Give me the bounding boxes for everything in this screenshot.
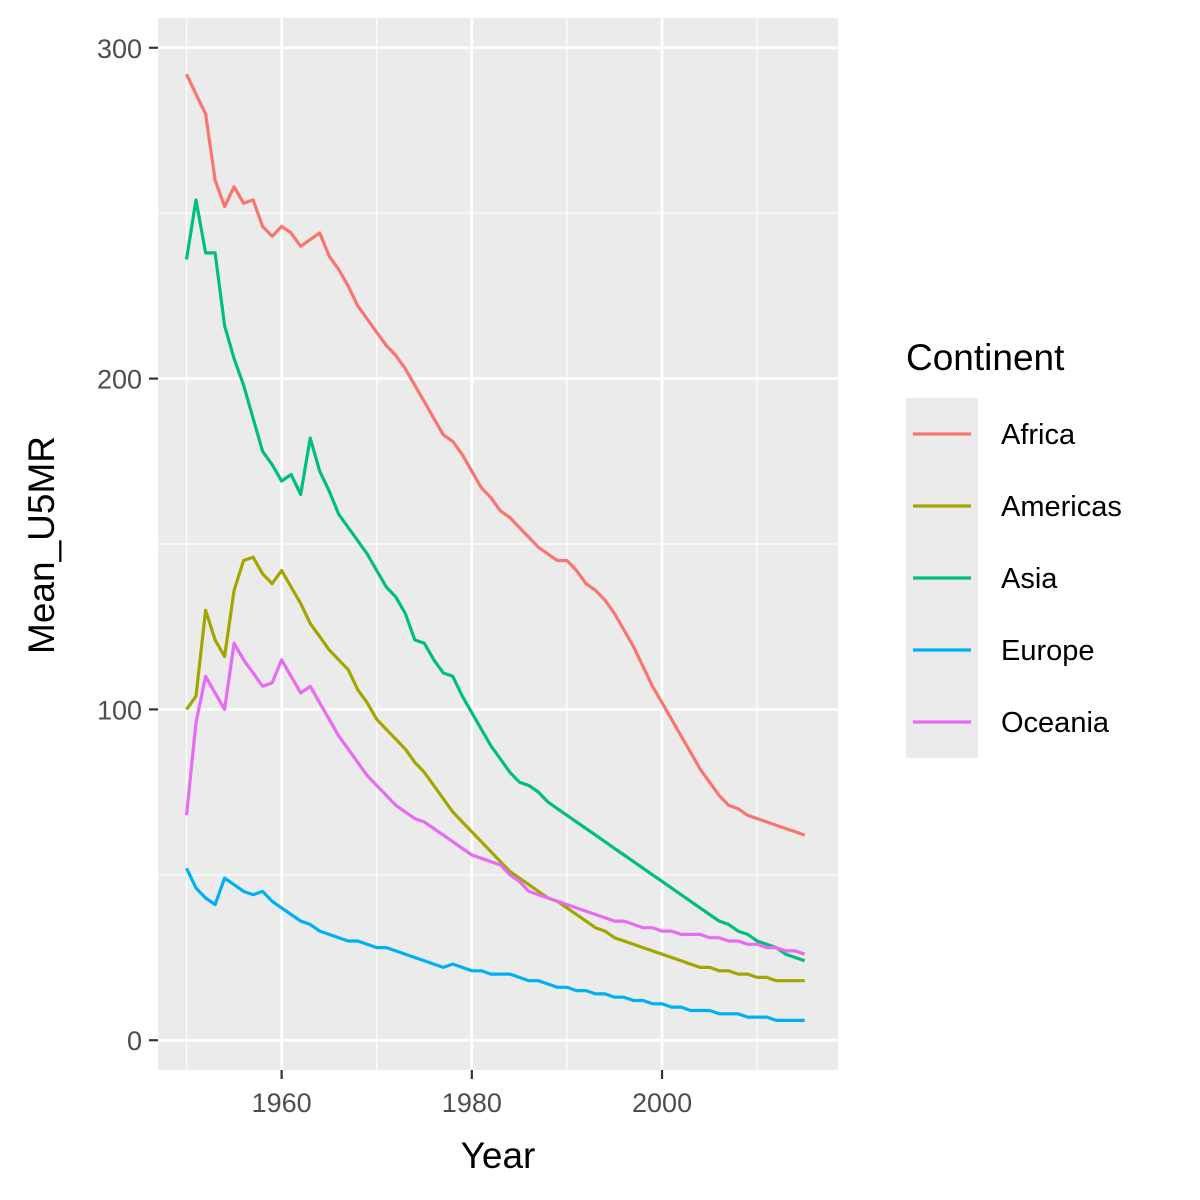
legend-title: Continent (906, 337, 1065, 378)
legend: Continent Africa Americas Asia Europe Oceani… (906, 337, 1122, 758)
axes: 1960 1980 2000 0 100 200 300 (97, 34, 692, 1118)
series-lines (184, 73, 806, 1022)
legend-label-africa: Africa (1001, 419, 1076, 451)
series-line-africa (185, 73, 806, 837)
legend-label-europe: Europe (1001, 635, 1095, 667)
grid (158, 18, 838, 1070)
x-tick-label: 2000 (632, 1088, 692, 1118)
series-line-europe (185, 867, 805, 1022)
series-line-asia (184, 198, 806, 963)
y-tick-label: 100 (97, 695, 142, 725)
legend-label-oceania: Oceania (1001, 707, 1110, 739)
x-tick-label: 1980 (442, 1088, 502, 1118)
y-tick-label: 200 (97, 365, 142, 395)
y-axis-title: Mean_U5MR (21, 436, 62, 654)
legend-label-asia: Asia (1001, 563, 1058, 595)
x-axis-title: Year (461, 1135, 536, 1176)
x-tick-label: 1960 (252, 1088, 312, 1118)
y-tick-label: 300 (97, 34, 142, 64)
series-line-americas (185, 555, 805, 983)
legend-items: Africa Americas Asia Europe Oceania (913, 419, 1122, 739)
series-line-oceania (184, 641, 806, 956)
y-tick-label: 0 (127, 1026, 142, 1056)
legend-label-americas: Americas (1001, 491, 1122, 523)
